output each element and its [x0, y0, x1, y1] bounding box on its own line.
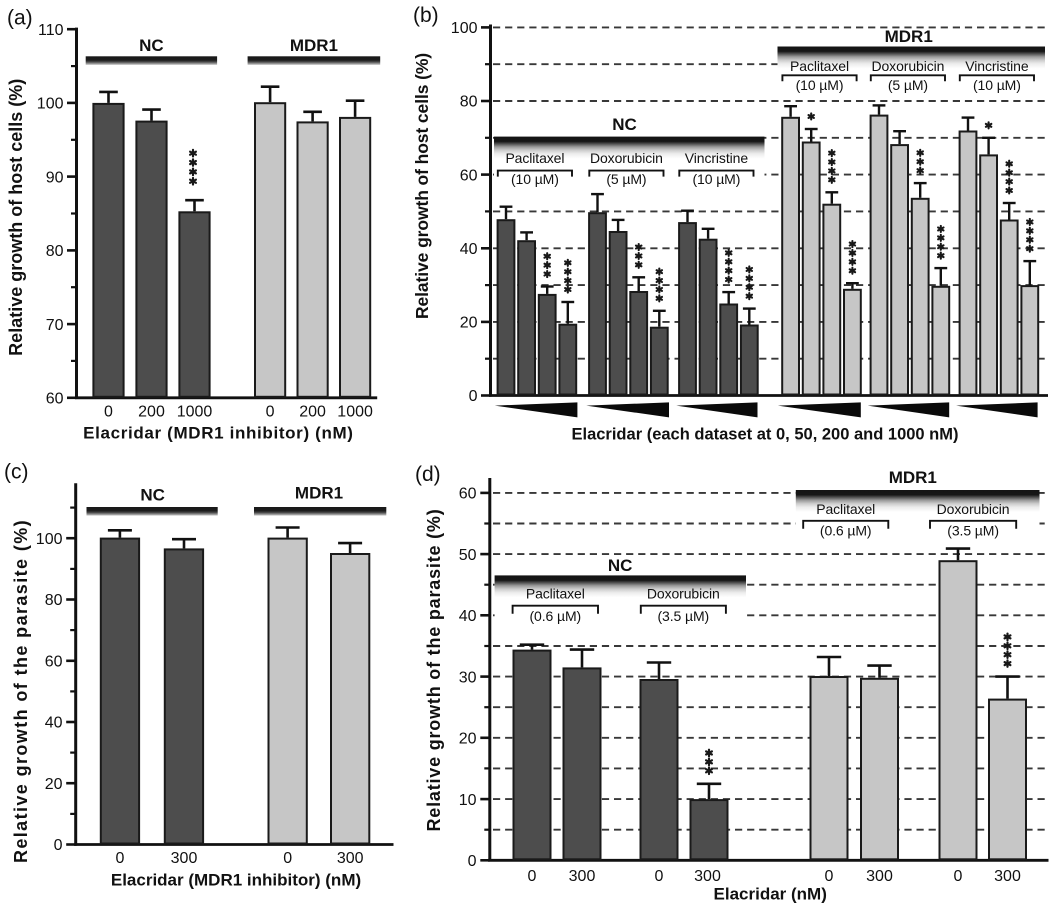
svg-text:(10 µM): (10 µM) — [511, 171, 559, 187]
svg-text:30: 30 — [459, 669, 477, 686]
svg-text:0: 0 — [528, 868, 537, 885]
svg-text:Doxorubicin: Doxorubicin — [937, 501, 1010, 517]
svg-text:100: 100 — [36, 531, 63, 548]
svg-text:MDR1: MDR1 — [295, 484, 343, 503]
svg-text:60: 60 — [45, 654, 63, 671]
svg-text:Doxorubicin: Doxorubicin — [590, 150, 663, 166]
svg-text:MDR1: MDR1 — [885, 27, 933, 46]
svg-text:(0.6 µM): (0.6 µM) — [820, 522, 872, 538]
svg-text:Vincristine: Vincristine — [685, 150, 749, 166]
svg-text:(a): (a) — [7, 7, 33, 30]
svg-text:90: 90 — [46, 169, 64, 186]
svg-text:10: 10 — [459, 792, 477, 809]
svg-text:0: 0 — [655, 868, 664, 885]
svg-text:Relative growth of the parasit: Relative growth of the parasite (%) — [424, 508, 444, 831]
svg-text:Elacridar (MDR1 inhibitor) (nM: Elacridar (MDR1 inhibitor) (nM) — [111, 871, 361, 890]
svg-text:20: 20 — [45, 776, 63, 793]
svg-text:Paclitaxel: Paclitaxel — [505, 150, 564, 166]
svg-text:Paclitaxel: Paclitaxel — [526, 585, 585, 601]
svg-text:60: 60 — [459, 486, 477, 503]
svg-text:300: 300 — [994, 868, 1021, 885]
svg-text:(3.5 µM): (3.5 µM) — [947, 522, 999, 538]
svg-text:20: 20 — [460, 315, 478, 332]
svg-text:100: 100 — [37, 96, 64, 113]
svg-text:100: 100 — [451, 20, 478, 37]
svg-text:NC: NC — [139, 36, 164, 55]
svg-text:200: 200 — [138, 403, 165, 420]
svg-text:(10 µM): (10 µM) — [692, 171, 740, 187]
svg-text:(10 µM): (10 µM) — [973, 77, 1021, 93]
svg-text:(d): (d) — [415, 463, 441, 486]
svg-text:40: 40 — [45, 715, 63, 732]
svg-text:0: 0 — [104, 403, 113, 420]
svg-text:110: 110 — [38, 22, 64, 39]
svg-text:Doxorubicin: Doxorubicin — [871, 58, 944, 74]
svg-text:Paclitaxel: Paclitaxel — [790, 58, 849, 74]
svg-text:300: 300 — [337, 850, 364, 867]
svg-text:0: 0 — [825, 868, 834, 885]
svg-text:0: 0 — [954, 868, 963, 885]
svg-text:Elacridar (MDR1 inhibitor) (nM: Elacridar (MDR1 inhibitor) (nM) — [83, 423, 353, 442]
svg-text:Elacridar (nM): Elacridar (nM) — [714, 885, 827, 904]
svg-text:40: 40 — [460, 241, 478, 258]
svg-text:80: 80 — [46, 243, 64, 260]
svg-text:(b): (b) — [413, 4, 439, 27]
svg-text:Vincristine: Vincristine — [965, 58, 1029, 74]
svg-text:1000: 1000 — [177, 403, 213, 420]
svg-text:(0.6 µM): (0.6 µM) — [529, 608, 581, 624]
svg-text:300: 300 — [866, 868, 893, 885]
svg-text:NC: NC — [612, 115, 637, 134]
svg-text:50: 50 — [459, 547, 477, 564]
svg-text:40: 40 — [459, 608, 477, 625]
svg-text:80: 80 — [45, 592, 63, 609]
svg-text:0: 0 — [283, 850, 292, 867]
svg-text:MDR1: MDR1 — [889, 468, 937, 487]
svg-text:(5 µM): (5 µM) — [888, 77, 928, 93]
svg-text:NC: NC — [140, 486, 165, 505]
svg-text:1000: 1000 — [337, 403, 373, 420]
svg-text:(5 µM): (5 µM) — [606, 171, 646, 187]
svg-text:80: 80 — [460, 94, 478, 111]
svg-text:Relative growth of the parasit: Relative growth of the parasite (%) — [11, 519, 31, 863]
svg-text:(10 µM): (10 µM) — [796, 77, 844, 93]
svg-text:Relative growth of host cells: Relative growth of host cells (%) — [6, 79, 26, 356]
svg-text:MDR1: MDR1 — [290, 36, 338, 55]
svg-text:300: 300 — [171, 850, 198, 867]
svg-text:20: 20 — [459, 731, 477, 748]
svg-text:0: 0 — [468, 853, 477, 870]
svg-text:300: 300 — [569, 868, 596, 885]
svg-text:60: 60 — [46, 391, 64, 408]
svg-text:Relative growth of host cells: Relative growth of host cells (%) — [412, 53, 432, 319]
svg-text:70: 70 — [46, 317, 64, 334]
svg-text:Doxorubicin: Doxorubicin — [647, 585, 720, 601]
svg-text:(c): (c) — [4, 461, 29, 484]
svg-text:0: 0 — [469, 388, 478, 405]
svg-text:Elacridar (each dataset at 0,: Elacridar (each dataset at 0, 50, 200 an… — [571, 426, 958, 444]
svg-text:0: 0 — [54, 837, 63, 854]
svg-text:0: 0 — [116, 850, 125, 867]
svg-text:NC: NC — [608, 556, 633, 575]
svg-text:0: 0 — [266, 403, 275, 420]
svg-text:Paclitaxel: Paclitaxel — [816, 501, 875, 517]
svg-text:(3.5 µM): (3.5 µM) — [657, 608, 709, 624]
svg-text:60: 60 — [460, 167, 478, 184]
svg-text:200: 200 — [299, 403, 326, 420]
svg-text:300: 300 — [694, 868, 721, 885]
